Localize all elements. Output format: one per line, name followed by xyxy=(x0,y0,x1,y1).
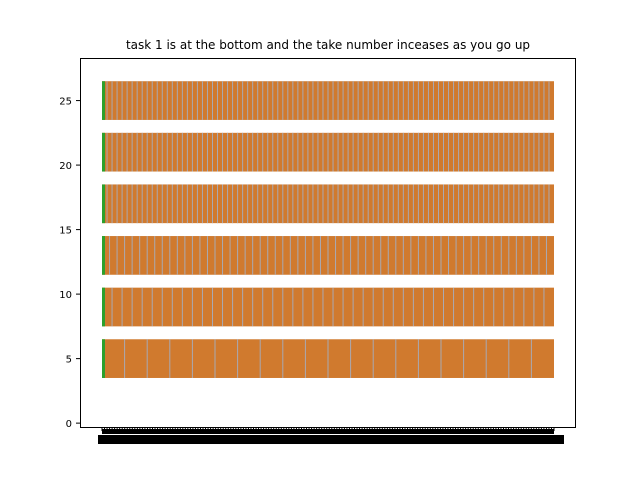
x-tick-marks-dense xyxy=(102,429,554,434)
bar-row-start-marker xyxy=(102,236,105,275)
bar-row-2 xyxy=(102,287,554,327)
bar-row-6 xyxy=(102,81,554,120)
y-tick-label: 15 xyxy=(59,226,72,237)
bar-row-start-marker xyxy=(102,81,105,120)
bar-row-3 xyxy=(102,236,554,275)
bar-row-start-marker xyxy=(102,287,105,327)
x-tick-labels-overlap xyxy=(98,435,564,444)
bar-row-band xyxy=(102,287,554,327)
bar-row-start-marker xyxy=(102,132,105,172)
x-axis xyxy=(98,427,564,444)
plot-area xyxy=(102,81,554,378)
y-tick-label: 25 xyxy=(59,97,72,108)
y-tick-label: 10 xyxy=(59,290,72,301)
bar-row-start-marker xyxy=(102,184,105,224)
y-axis: 0 5 10 15 20 25 xyxy=(59,97,80,430)
y-tick-label: 0 xyxy=(66,419,72,430)
y-tick-label: 20 xyxy=(59,161,72,172)
chart-title: task 1 is at the bottom and the take num… xyxy=(126,38,530,52)
bar-row-1 xyxy=(102,339,554,378)
bar-row-4 xyxy=(102,184,554,224)
plot-frame xyxy=(80,58,576,428)
bar-row-5 xyxy=(102,132,554,172)
y-tick-label: 5 xyxy=(66,355,72,366)
bar-row-start-marker xyxy=(102,339,105,378)
